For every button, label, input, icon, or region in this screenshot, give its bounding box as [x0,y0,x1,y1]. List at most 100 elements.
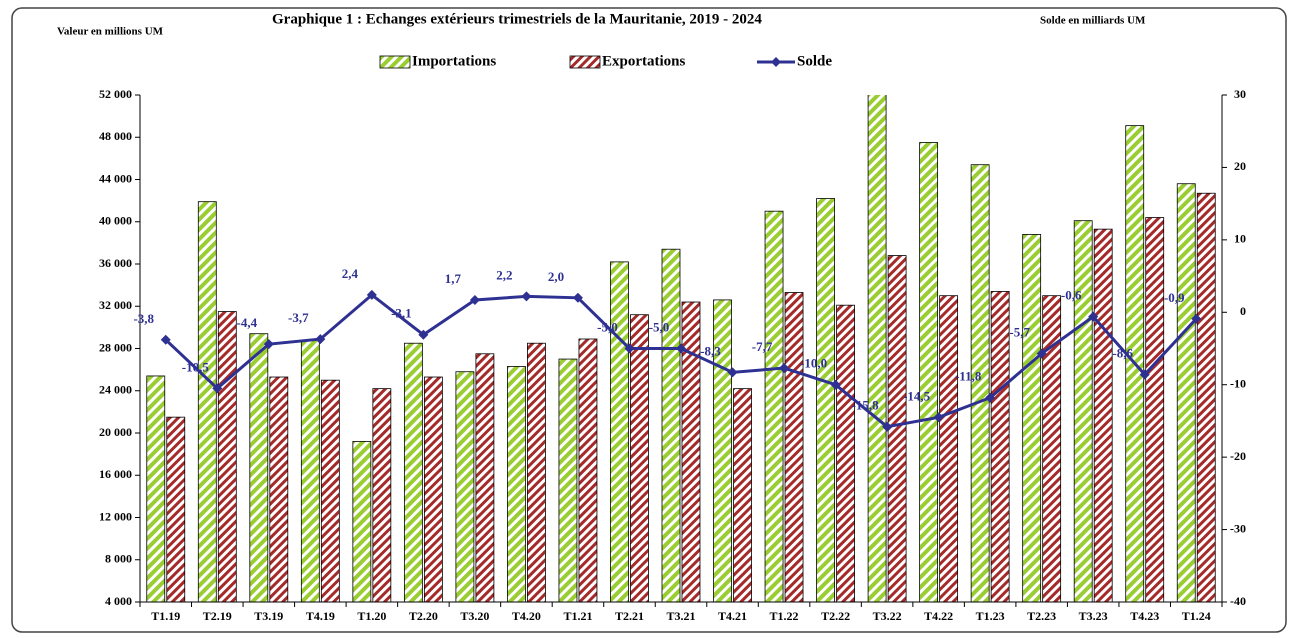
y-tick-label: 44 000 [99,171,132,185]
solde-marker [1088,311,1099,322]
x-tick-label: T3.21 [666,609,695,623]
solde-marker [469,294,480,305]
bar [558,358,578,602]
solde-marker [315,334,326,345]
y-tick-label: 4 000 [105,594,132,608]
y2-tick-label: -30 [1230,521,1246,535]
bar [507,366,526,602]
solde-marker [727,367,738,378]
solde-marker [366,289,377,300]
bar [1196,192,1216,602]
x-tick-label: T3.20 [460,609,489,623]
data-label: -8,3 [700,343,721,358]
bar [784,292,804,602]
bar [764,210,784,602]
solde-marker [572,292,583,303]
solde-marker [521,291,532,302]
bar [352,441,372,602]
data-label: -10,0 [800,356,827,371]
y2-tick-label: 10 [1234,232,1246,246]
data-label: -0,6 [1061,288,1082,303]
y2-tick-label: 30 [1234,87,1246,101]
x-tick-label: T4.22 [924,609,953,623]
x-tick-label: T1.21 [563,609,592,623]
x-tick-label: T2.23 [1027,609,1056,623]
data-label: -3,7 [288,310,309,325]
data-label: -14,5 [903,388,931,403]
legend-marker [771,57,781,67]
x-tick-label: T2.22 [821,609,850,623]
data-label: -5,0 [649,319,670,334]
legend-label: Importations [412,53,496,69]
bar [578,338,598,602]
bar [630,314,649,602]
data-label: 2,2 [496,267,512,282]
bar [300,339,320,602]
bar [610,261,629,602]
data-label: -7,7 [752,339,773,354]
bar [197,201,217,602]
legend-swatch [379,55,411,69]
bar [372,388,392,602]
legend-label: Solde [797,53,832,69]
x-tick-label: T2.19 [203,609,232,623]
y-tick-label: 32 000 [99,298,132,312]
x-tick-label: T1.23 [976,609,1005,623]
bar [919,142,939,602]
y2-tick-label: -10 [1230,376,1246,390]
x-tick-label: T3.23 [1079,609,1108,623]
y-axis-label: Valeur en millions UM [57,26,164,38]
x-tick-label: T2.21 [615,609,644,623]
y-tick-label: 48 000 [99,129,132,143]
bar [217,311,237,602]
bar [887,255,907,602]
bar [146,375,166,602]
x-tick-label: T2.20 [409,609,438,623]
bar [166,416,186,602]
bar [867,95,887,602]
y-tick-label: 16 000 [99,467,132,481]
data-label: -3,1 [391,306,412,321]
bar [816,198,835,602]
data-label: 2,4 [342,266,359,281]
bar [403,342,423,602]
y-tick-label: 28 000 [99,340,132,354]
bar [455,371,475,602]
bar [990,291,1010,602]
y-tick-label: 40 000 [99,214,132,228]
solde-marker [779,363,790,374]
solde-marker [263,339,274,350]
data-label: -0,9 [1164,290,1185,305]
legend-swatch [569,55,601,69]
bar [423,376,443,602]
solde-marker [882,421,893,432]
y-tick-label: 8 000 [105,552,132,566]
data-label: -5,0 [597,319,618,334]
y-tick-label: 12 000 [99,509,132,523]
bar [939,295,959,602]
y2-tick-label: 20 [1234,159,1246,173]
bar [970,164,990,602]
x-tick-label: T3.19 [254,609,283,623]
x-tick-label: T1.24 [1182,609,1211,623]
data-label: -3,8 [133,311,154,326]
x-tick-label: T4.23 [1130,609,1159,623]
x-tick-label: T4.21 [718,609,747,623]
y-tick-label: 52 000 [99,87,132,101]
solde-marker [1036,348,1047,359]
bar [320,379,340,602]
y-tick-label: 24 000 [99,383,132,397]
data-label: -11,8 [955,369,982,384]
solde-marker [933,412,944,423]
solde-marker [1191,313,1202,324]
x-tick-label: T3.22 [873,609,902,623]
solde-marker [418,329,429,340]
y2-axis-label: Solde en milliards UM [1040,15,1146,27]
bar [713,299,732,602]
bar [661,248,681,602]
x-tick-label: T1.22 [770,609,799,623]
solde-marker [624,343,635,354]
legend-label: Exportations [602,53,686,69]
solde-marker [212,383,223,394]
